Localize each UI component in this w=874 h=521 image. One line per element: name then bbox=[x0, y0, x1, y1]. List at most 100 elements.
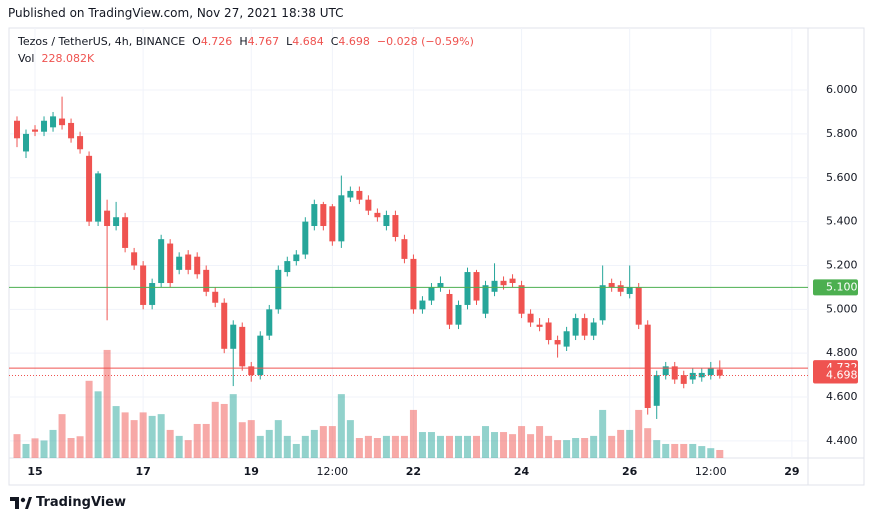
volume-bar bbox=[157, 414, 165, 458]
price-tag-label: 4.698 bbox=[826, 369, 858, 382]
change-percent: (−0.59%) bbox=[421, 35, 474, 48]
volume-bar bbox=[103, 349, 111, 458]
volume-bar bbox=[590, 435, 598, 458]
volume-bar bbox=[436, 435, 444, 458]
close-value: 4.698 bbox=[338, 35, 370, 48]
volume-bar bbox=[283, 435, 291, 458]
candle-body bbox=[698, 372, 705, 378]
volume-value: 228.082K bbox=[41, 52, 95, 65]
logo-icon bbox=[10, 497, 32, 509]
volume-bar bbox=[112, 406, 120, 458]
volume-bar bbox=[229, 394, 237, 458]
y-tick-label: 5.600 bbox=[826, 171, 858, 184]
candle-body bbox=[50, 116, 57, 128]
volume-bar bbox=[319, 426, 327, 458]
chart-frame bbox=[8, 27, 865, 486]
candle-body bbox=[194, 256, 201, 275]
candle-body bbox=[275, 269, 282, 310]
volume-bar bbox=[518, 426, 526, 458]
volume-bar bbox=[355, 438, 363, 458]
candle-body bbox=[284, 261, 291, 273]
volume-bar bbox=[400, 435, 408, 458]
candle-body bbox=[131, 252, 138, 266]
candle-body bbox=[302, 221, 309, 255]
candle-body bbox=[707, 368, 714, 376]
volume-bar bbox=[707, 448, 715, 458]
volume-bar bbox=[193, 423, 201, 458]
volume-bar bbox=[617, 429, 625, 458]
candle-body bbox=[257, 335, 264, 376]
candle-body bbox=[374, 212, 381, 218]
candle-body bbox=[149, 283, 156, 305]
volume-bar bbox=[301, 435, 309, 458]
volume-bar bbox=[527, 434, 535, 458]
candle-body bbox=[14, 120, 20, 139]
x-tick-label: 26 bbox=[622, 465, 638, 478]
volume-bar bbox=[409, 409, 417, 458]
candle-body bbox=[437, 283, 444, 288]
candle-body bbox=[347, 190, 354, 198]
candle-body bbox=[113, 217, 120, 227]
volume-bar bbox=[464, 435, 471, 458]
volume-bar bbox=[698, 446, 706, 458]
volume-bar bbox=[337, 394, 345, 458]
volume-bar bbox=[671, 443, 679, 458]
candle-body bbox=[617, 285, 624, 292]
volume-bar bbox=[247, 420, 255, 458]
x-tick-label: 17 bbox=[135, 465, 150, 478]
candle-body bbox=[680, 375, 687, 384]
y-tick-label: 5.800 bbox=[826, 127, 858, 140]
low-label: L bbox=[286, 35, 293, 48]
footer-brand: TradingView bbox=[36, 495, 127, 510]
low-value: 4.684 bbox=[292, 35, 324, 48]
x-tick-label: 22 bbox=[406, 465, 421, 478]
candle-body bbox=[563, 331, 570, 347]
candle-body bbox=[590, 322, 597, 336]
volume-bar bbox=[346, 420, 354, 458]
candle-body bbox=[212, 291, 219, 303]
volume-bar bbox=[500, 432, 508, 458]
open-value: 4.726 bbox=[200, 35, 233, 48]
volume-bar bbox=[265, 429, 273, 458]
candle-body bbox=[23, 133, 30, 152]
y-tick-label: 5.400 bbox=[826, 215, 858, 228]
volume-bar bbox=[491, 432, 499, 458]
x-tick-label: 15 bbox=[27, 465, 42, 478]
volume-bar bbox=[148, 415, 156, 458]
volume-bar bbox=[391, 435, 399, 458]
candle-body bbox=[581, 318, 588, 336]
candle-body bbox=[410, 258, 417, 310]
candle-body bbox=[662, 366, 669, 376]
candle-body bbox=[383, 215, 390, 227]
published-note: Published on TradingView.com, Nov 27, 20… bbox=[8, 6, 344, 20]
volume-bar bbox=[689, 443, 697, 458]
candle-body bbox=[455, 304, 462, 325]
candle-body bbox=[572, 318, 579, 336]
volume-bar bbox=[76, 436, 84, 458]
candle-body bbox=[167, 243, 174, 284]
price-tag-label: 5.100 bbox=[826, 280, 858, 293]
volume-bar bbox=[292, 443, 300, 458]
volume-bar bbox=[599, 409, 607, 458]
x-tick-label: 19 bbox=[244, 465, 259, 478]
candle-body bbox=[32, 129, 39, 132]
volume-bar bbox=[581, 438, 589, 458]
candle-body bbox=[41, 120, 48, 132]
candle-body bbox=[239, 326, 246, 367]
y-tick-label: 5.000 bbox=[826, 302, 858, 315]
y-tick-label: 4.400 bbox=[826, 434, 858, 447]
candle-body bbox=[491, 280, 498, 292]
candle-body bbox=[122, 217, 129, 248]
volume-bar bbox=[274, 420, 282, 458]
y-tick-label: 4.800 bbox=[826, 346, 858, 359]
volume-bar bbox=[58, 414, 66, 458]
volume-bar bbox=[635, 409, 643, 458]
volume-bar bbox=[572, 438, 580, 458]
x-tick-label: 29 bbox=[784, 465, 799, 478]
volume-bar bbox=[626, 429, 634, 458]
high-value: 4.767 bbox=[247, 35, 280, 48]
volume-bar bbox=[49, 429, 57, 458]
volume-bar bbox=[382, 435, 390, 458]
volume-bar bbox=[85, 380, 93, 458]
